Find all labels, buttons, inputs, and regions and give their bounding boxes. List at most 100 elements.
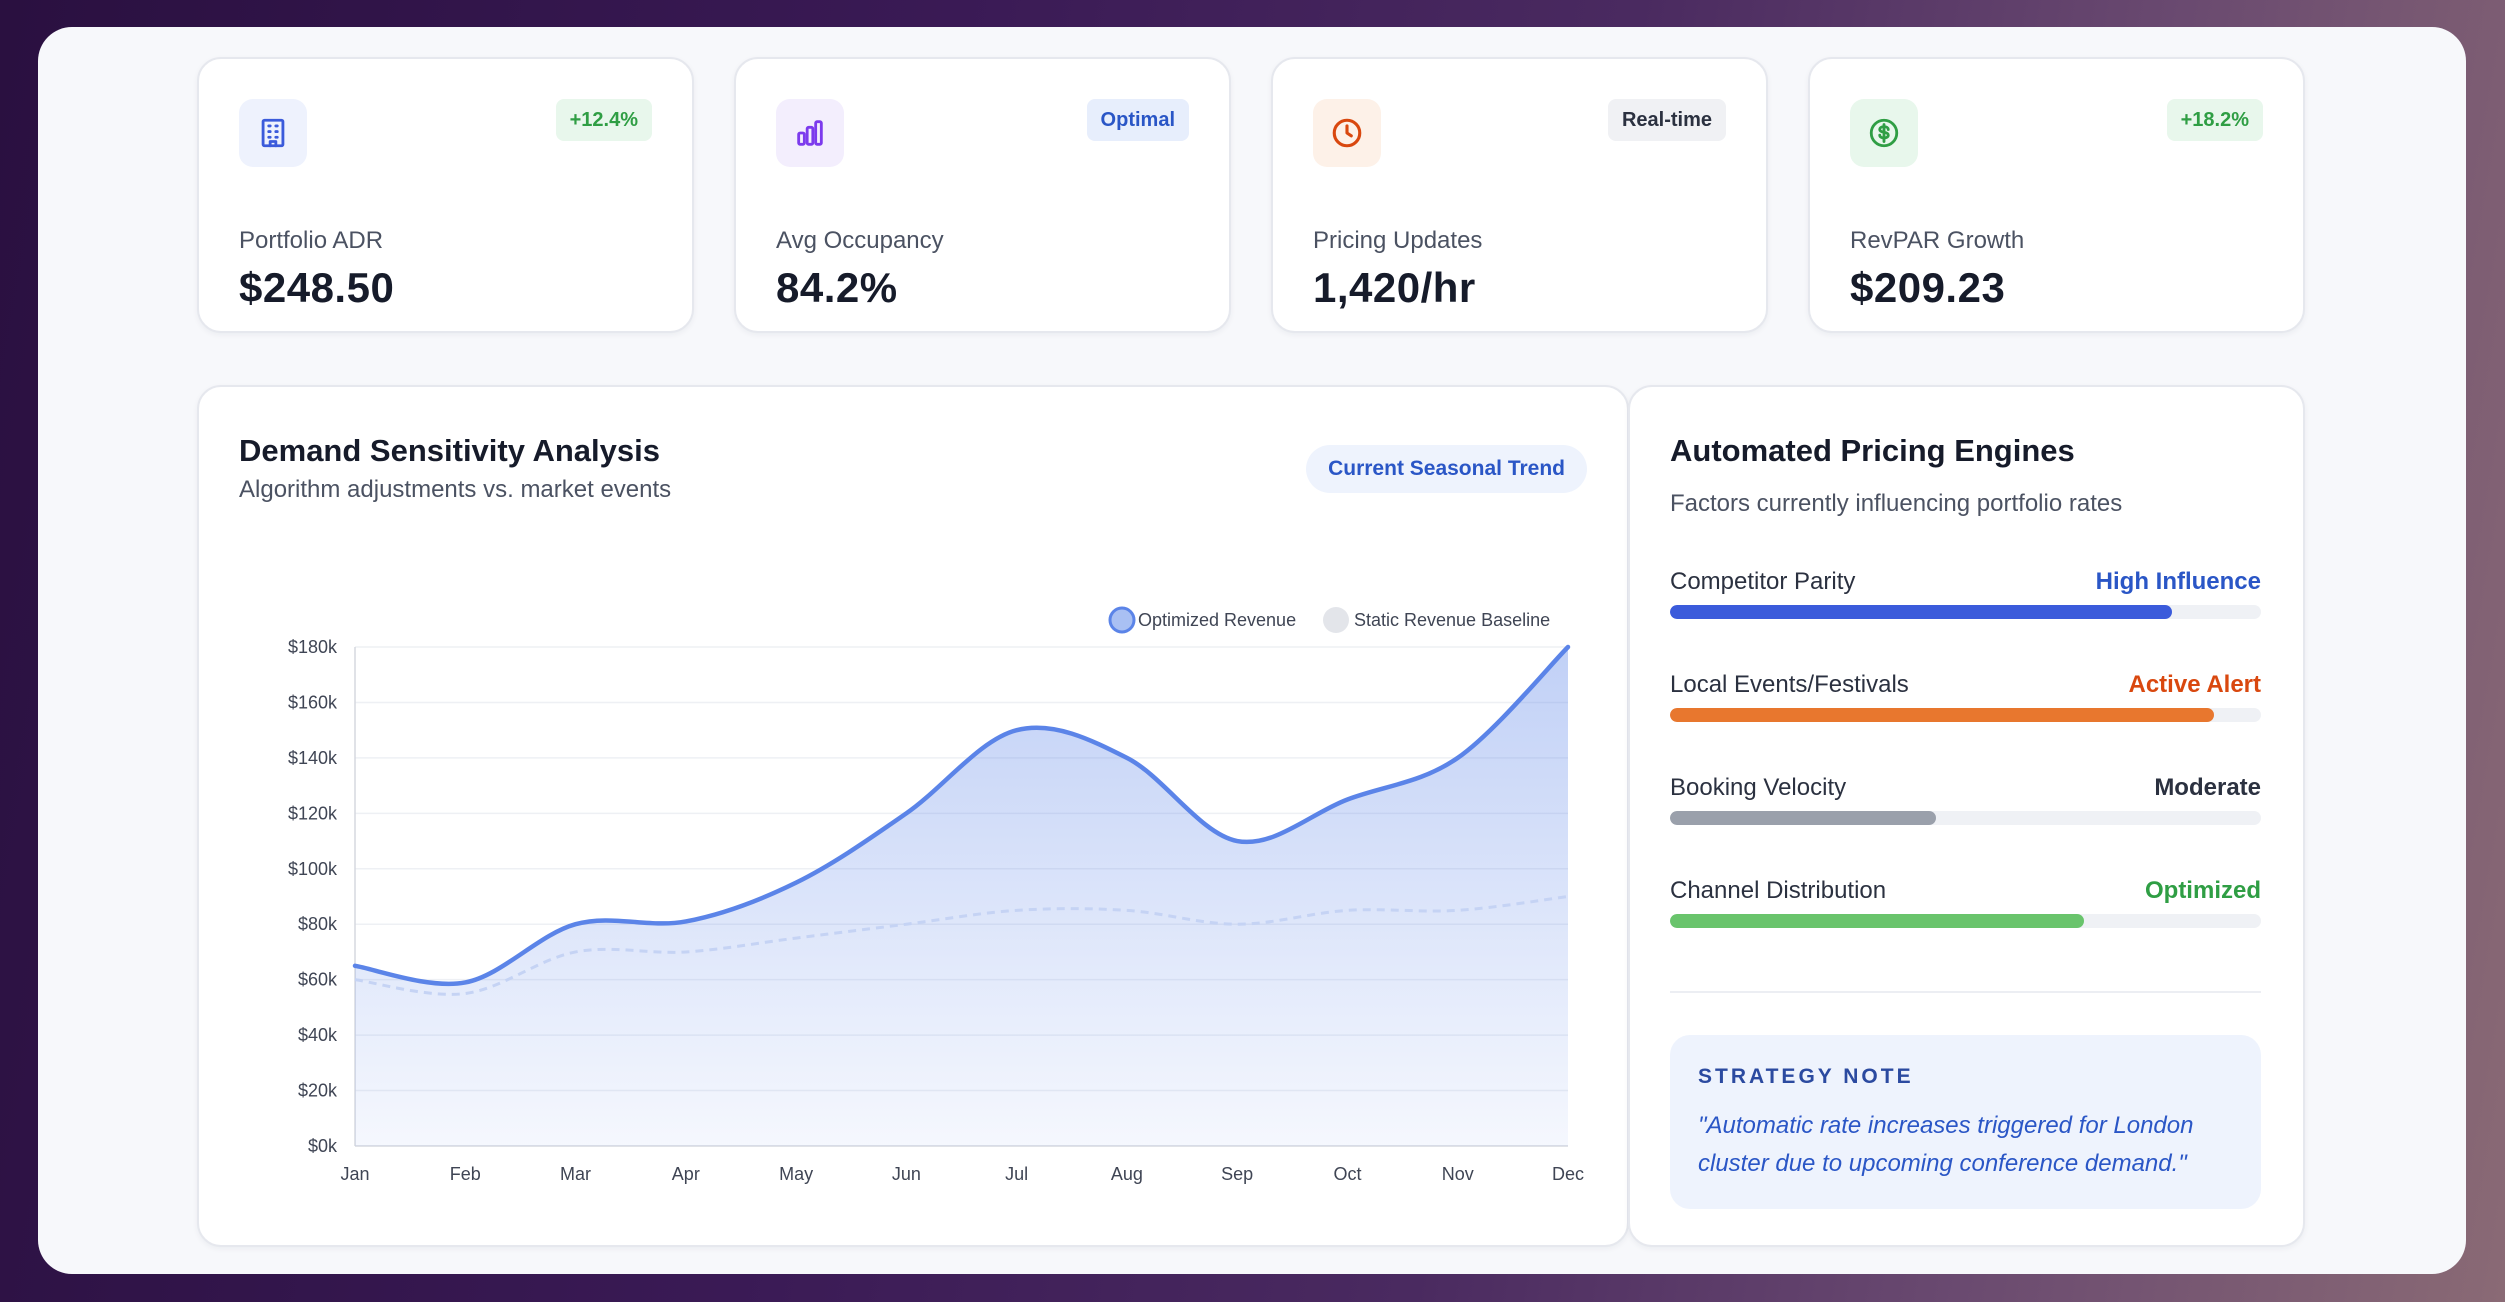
y-tick-label: $40k (298, 1025, 338, 1045)
factor-status: High Influence (2095, 568, 2261, 595)
y-tick-label: $120k (288, 803, 338, 823)
y-tick-label: $80k (298, 914, 338, 934)
stat-card-pricing-updates[interactable]: Real-time Pricing Updates 1,420/hr (1271, 57, 1768, 333)
y-tick-label: $100k (288, 859, 338, 879)
baseline-point (1124, 907, 1130, 913)
factor-label: Booking Velocity (1670, 774, 1847, 801)
x-tick-label: Mar (560, 1164, 591, 1184)
divider (1670, 991, 2261, 993)
chart-subtitle: Algorithm adjustments vs. market events (239, 476, 672, 503)
x-tick-label: Aug (1111, 1164, 1143, 1184)
x-tick-label: Jan (340, 1164, 369, 1184)
factor-bar-fill (1670, 605, 2173, 619)
x-tick-label: May (779, 1164, 813, 1184)
y-tick-label: $140k (288, 748, 338, 768)
optimized-revenue-line (352, 644, 1571, 986)
baseline-point (683, 949, 689, 955)
factor-bar (1670, 708, 2261, 722)
factor-bar (1670, 605, 2261, 619)
static-baseline-line (354, 895, 1569, 996)
optimized-revenue-point (573, 921, 579, 927)
legend-optimized-swatch (1108, 606, 1136, 634)
stat-value: $248.50 (239, 264, 395, 311)
factor-status: Optimized (2144, 877, 2261, 904)
optimized-revenue-point (1565, 644, 1571, 650)
dashboard-frame: +12.4% Portfolio ADR $248.50 Optimal Avg… (38, 27, 2466, 1274)
y-tick-label: $180k (288, 637, 338, 657)
stat-card-avg-occupancy[interactable]: Optimal Avg Occupancy 84.2% (734, 57, 1231, 333)
stat-badge: Optimal (1086, 99, 1189, 141)
baseline-point (1565, 894, 1571, 900)
legend-optimized-label: Optimized Revenue (1138, 610, 1296, 630)
optimized-revenue-point (1344, 796, 1350, 802)
engines-subtitle: Factors currently influencing portfolio … (1670, 490, 2123, 517)
strategy-note: STRATEGY NOTE "Automatic rate increases … (1670, 1035, 2261, 1209)
factor-bar (1670, 914, 2261, 928)
x-tick-label: Dec (1552, 1164, 1584, 1184)
optimized-revenue-point (462, 979, 468, 985)
y-tick-label: $0k (308, 1136, 338, 1156)
optimized-revenue-point (1014, 727, 1020, 733)
optimized-revenue-area (355, 647, 1568, 1146)
optimized-revenue-point (1455, 755, 1461, 761)
clock-icon (1313, 99, 1381, 167)
optimized-revenue-point (1124, 755, 1130, 761)
demand-chart-card: Demand Sensitivity Analysis Algorithm ad… (197, 385, 1629, 1247)
x-tick-label: Nov (1442, 1164, 1474, 1184)
building-icon (239, 99, 307, 167)
factor-bar-fill (1670, 708, 2214, 722)
engines-title: Automated Pricing Engines (1670, 433, 2075, 468)
stat-badge: Real-time (1607, 99, 1726, 141)
chart-title: Demand Sensitivity Analysis (239, 433, 660, 468)
baseline-point (573, 949, 579, 955)
stat-label: Avg Occupancy (776, 227, 944, 254)
x-tick-label: Jun (892, 1164, 921, 1184)
factor-status: Moderate (2154, 774, 2261, 801)
optimized-revenue-point (683, 918, 689, 924)
factor-bar-fill (1670, 811, 1936, 825)
strategy-note-heading: STRATEGY NOTE (1698, 1065, 1914, 1088)
baseline-point (793, 935, 799, 941)
stat-badge: +12.4% (555, 99, 652, 141)
baseline-point (1234, 921, 1240, 927)
y-tick-label: $20k (298, 1081, 338, 1101)
stat-label: Pricing Updates (1313, 227, 1483, 254)
factor-label: Competitor Parity (1670, 568, 1856, 595)
factor-label: Channel Distribution (1670, 877, 1887, 904)
optimized-revenue-point (793, 880, 799, 886)
y-tick-label: $60k (298, 970, 338, 990)
legend-baseline-swatch (1323, 607, 1349, 633)
x-tick-label: Oct (1333, 1164, 1361, 1184)
stat-label: Portfolio ADR (239, 227, 384, 254)
stat-badge: +18.2% (2166, 99, 2263, 141)
legend-baseline-label: Static Revenue Baseline (1354, 610, 1550, 630)
baseline-point (462, 991, 468, 997)
baseline-point (1344, 907, 1350, 913)
stat-value: 1,420/hr (1313, 264, 1476, 311)
optimized-revenue-point (903, 810, 909, 816)
stat-value: 84.2% (776, 264, 898, 311)
baseline-point (352, 977, 358, 983)
factor-bar (1670, 811, 2261, 825)
factor-label: Local Events/Festivals (1670, 671, 1909, 698)
x-tick-label: Apr (672, 1164, 700, 1184)
stat-card-revpar-growth[interactable]: +18.2% RevPAR Growth $209.23 (1808, 57, 2305, 333)
x-tick-label: Feb (450, 1164, 481, 1184)
pricing-engines-card: Automated Pricing Engines Factors curren… (1628, 385, 2305, 1247)
baseline-point (903, 921, 909, 927)
bar-chart-icon (776, 99, 844, 167)
dollar-circle-icon (1850, 99, 1918, 167)
stat-label: RevPAR Growth (1850, 227, 2025, 254)
demand-chart: $0k $20k $40k $60k $80k $100k $120k $140k $160k $… (288, 606, 1584, 1184)
factor-status: Active Alert (2128, 671, 2262, 698)
factor-bar-fill (1670, 914, 2084, 928)
strategy-note-text: "Automatic rate increases triggered for … (1698, 1112, 2194, 1177)
x-tick-label: Jul (1005, 1164, 1028, 1184)
stat-card-portfolio-adr[interactable]: +12.4% Portfolio ADR $248.50 (197, 57, 694, 333)
y-tick-label: $160k (288, 692, 338, 712)
seasonal-trend-pill[interactable]: Current Seasonal Trend (1306, 445, 1587, 493)
optimized-revenue-point (352, 963, 358, 969)
stat-value: $209.23 (1850, 264, 2006, 311)
baseline-point (1455, 907, 1461, 913)
optimized-revenue-point (1234, 838, 1240, 844)
